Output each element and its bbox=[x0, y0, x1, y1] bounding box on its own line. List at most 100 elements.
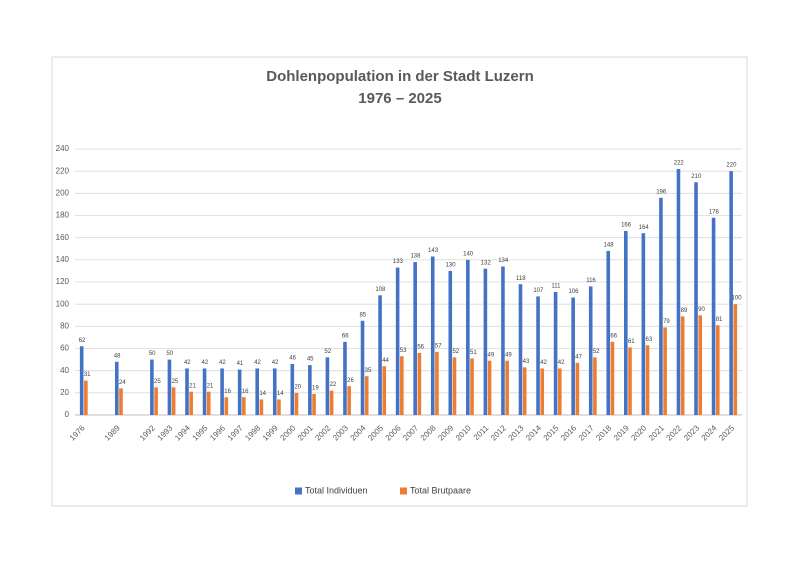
value-label: 143 bbox=[428, 248, 439, 254]
value-label: 164 bbox=[639, 225, 650, 231]
value-label: 47 bbox=[575, 354, 582, 360]
bar bbox=[606, 250, 611, 415]
value-label: 63 bbox=[646, 337, 653, 343]
bar bbox=[487, 360, 492, 415]
value-label: 85 bbox=[359, 312, 366, 318]
value-label: 25 bbox=[154, 379, 161, 385]
y-tick-label: 100 bbox=[56, 299, 70, 308]
legend-label: Total Brutpaare bbox=[410, 485, 471, 495]
bar bbox=[79, 346, 84, 415]
bar bbox=[167, 359, 172, 415]
bar bbox=[518, 284, 523, 415]
value-label: 116 bbox=[586, 278, 596, 284]
bar bbox=[185, 368, 189, 415]
bar bbox=[628, 347, 632, 415]
bar bbox=[711, 217, 716, 415]
value-label: 42 bbox=[558, 360, 565, 366]
bar bbox=[329, 390, 334, 415]
value-label: 49 bbox=[505, 352, 512, 358]
value-label: 178 bbox=[709, 209, 720, 215]
bar bbox=[325, 357, 330, 415]
value-label: 51 bbox=[470, 350, 477, 356]
value-label: 42 bbox=[254, 360, 261, 366]
bar bbox=[505, 360, 509, 415]
value-label: 42 bbox=[184, 360, 191, 366]
value-label: 62 bbox=[79, 338, 86, 344]
value-label: 25 bbox=[172, 379, 179, 385]
value-label: 81 bbox=[716, 317, 723, 323]
y-tick-label: 80 bbox=[60, 321, 69, 330]
y-tick-label: 140 bbox=[56, 255, 70, 264]
value-label: 14 bbox=[259, 391, 266, 397]
bar bbox=[364, 376, 369, 415]
chart-frame bbox=[51, 56, 748, 507]
bar bbox=[575, 362, 580, 415]
value-label: 107 bbox=[533, 288, 544, 294]
bar bbox=[698, 315, 703, 415]
chart-title: Dohlenpopulation in der Stadt Luzern bbox=[266, 68, 534, 85]
bar bbox=[343, 341, 347, 415]
value-label: 140 bbox=[463, 251, 474, 257]
y-tick-label: 160 bbox=[56, 233, 70, 242]
bar bbox=[259, 399, 264, 415]
value-label: 66 bbox=[342, 333, 349, 339]
bar bbox=[84, 380, 88, 415]
value-label: 148 bbox=[604, 243, 615, 249]
value-label: 42 bbox=[219, 360, 226, 366]
bar bbox=[593, 357, 597, 415]
y-tick-label: 220 bbox=[56, 166, 70, 175]
bar bbox=[347, 386, 351, 415]
value-label: 166 bbox=[621, 223, 632, 229]
value-label: 138 bbox=[410, 254, 421, 260]
bar bbox=[470, 358, 474, 415]
value-label: 222 bbox=[674, 161, 685, 167]
bar bbox=[255, 368, 260, 415]
y-tick-label: 20 bbox=[60, 388, 69, 397]
value-label: 26 bbox=[347, 378, 354, 384]
value-label: 53 bbox=[400, 348, 407, 354]
bar bbox=[694, 182, 698, 415]
y-tick-label: 40 bbox=[60, 366, 69, 375]
value-label: 49 bbox=[488, 352, 495, 358]
value-label: 106 bbox=[568, 289, 579, 295]
bar bbox=[466, 259, 470, 415]
bar bbox=[114, 361, 119, 415]
y-tick-label: 120 bbox=[56, 277, 70, 286]
bar bbox=[206, 391, 211, 415]
value-label: 41 bbox=[237, 361, 244, 367]
bar bbox=[360, 320, 365, 415]
bar bbox=[483, 268, 488, 415]
value-label: 35 bbox=[365, 368, 372, 374]
bar bbox=[242, 397, 246, 415]
bar bbox=[413, 262, 417, 415]
value-label: 24 bbox=[119, 380, 126, 386]
value-label: 50 bbox=[149, 351, 156, 357]
value-label: 19 bbox=[312, 386, 319, 392]
value-label: 133 bbox=[393, 259, 404, 265]
value-label: 118 bbox=[516, 276, 526, 282]
value-label: 48 bbox=[114, 353, 121, 359]
y-tick-label: 60 bbox=[60, 344, 69, 353]
value-label: 21 bbox=[189, 383, 196, 389]
bar bbox=[588, 286, 593, 415]
bar bbox=[237, 369, 242, 415]
legend-swatch bbox=[295, 487, 302, 495]
bar bbox=[171, 387, 176, 415]
bar bbox=[501, 266, 505, 415]
value-label: 31 bbox=[84, 372, 91, 378]
bar bbox=[154, 387, 158, 415]
value-label: 210 bbox=[691, 174, 702, 180]
bar bbox=[536, 296, 540, 415]
value-label: 79 bbox=[663, 319, 670, 325]
bar bbox=[150, 359, 154, 415]
bar bbox=[448, 270, 453, 415]
bar bbox=[729, 171, 733, 415]
bar bbox=[312, 393, 316, 415]
value-label: 57 bbox=[435, 343, 442, 349]
bar bbox=[540, 368, 545, 415]
bar bbox=[715, 325, 720, 415]
bar bbox=[308, 365, 312, 415]
value-label: 16 bbox=[242, 389, 249, 395]
bar bbox=[571, 297, 575, 415]
